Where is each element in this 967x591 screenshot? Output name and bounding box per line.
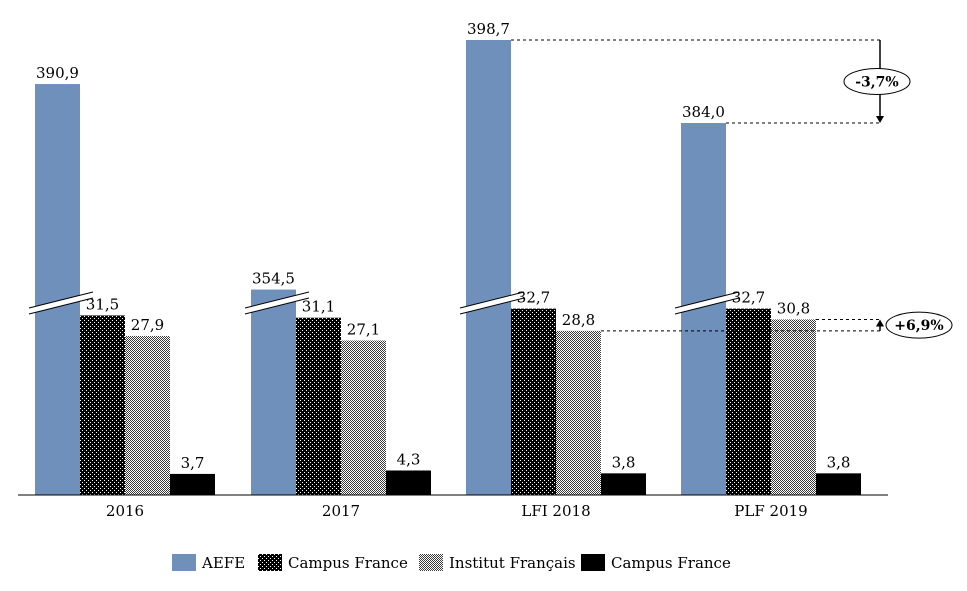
legend-item-campus-france-2: Campus France (258, 554, 408, 572)
legend-swatch (581, 554, 605, 571)
legend-item-institut-fran-ais-3: Institut Français (419, 554, 576, 572)
legend-label: Institut Français (449, 554, 576, 572)
legend-label: Campus France (288, 554, 408, 572)
bar-institut-fran-ais-3-2016 (125, 335, 170, 495)
bar-campus-france-4-2017 (386, 470, 431, 495)
bar-campus-france-2-2016 (80, 315, 125, 495)
bar-campus-france-4-2016 (170, 473, 215, 495)
data-label-aefe-1-2016: 390,9 (36, 64, 79, 82)
axis-break-lfi-2018 (459, 291, 525, 315)
data-label-aefe-1-plf-2019: 384,0 (682, 103, 725, 121)
data-labels-layer: 390,9 31,5 27,9 3,7 354,5 31,1 27,1 4,3 398,7 32,… (36, 20, 850, 472)
axis-break-2017 (244, 291, 310, 315)
annotation-increase: +6,9% (601, 311, 953, 339)
bars-layer (35, 40, 861, 495)
x-tick-labels-layer: 2016 2017 LFI 2018 PLF 2019 (106, 502, 808, 520)
data-label-campus-france-4-plf-2019: 3,8 (827, 453, 851, 471)
data-label-campus-france-2-lfi-2018: 32,7 (517, 289, 550, 307)
data-label-institut-fran-ais-3-2016: 27,9 (131, 316, 164, 334)
x-tick-label-2017: 2017 (322, 502, 360, 520)
legend-swatch (419, 554, 443, 571)
bar-aefe-1-2016 (35, 84, 80, 495)
data-label-aefe-1-2017: 354,5 (252, 270, 295, 288)
annotation-decrease: -3,7% (511, 39, 911, 124)
legend: AEFE Campus France Institut Français Campus… (172, 554, 731, 572)
data-label-campus-france-4-2017: 4,3 (397, 450, 421, 468)
axis-break-plf-2019 (674, 291, 740, 315)
legend-swatch (172, 554, 196, 571)
bar-aefe-1-2017 (251, 289, 296, 495)
legend-swatch (258, 554, 282, 571)
x-tick-label-2016: 2016 (106, 502, 144, 520)
data-label-aefe-1-lfi-2018: 398,7 (467, 20, 510, 38)
legend-item-campus-france-4: Campus France (581, 554, 731, 572)
axis-breaks-layer (28, 291, 740, 315)
data-label-institut-fran-ais-3-plf-2019: 30,8 (777, 299, 810, 317)
annotation-text: -3,7% (855, 75, 898, 91)
data-label-campus-france-2-2016: 31,5 (86, 295, 119, 313)
data-label-campus-france-2-plf-2019: 32,7 (732, 289, 765, 307)
bar-institut-fran-ais-3-plf-2019 (771, 319, 816, 495)
bar-campus-france-4-lfi-2018 (601, 473, 646, 495)
x-tick-label-lfi-2018: LFI 2018 (521, 502, 590, 520)
data-label-institut-fran-ais-3-2017: 27,1 (347, 321, 380, 339)
bar-aefe-1-lfi-2018 (466, 40, 511, 495)
annotation-text: +6,9% (894, 318, 943, 334)
legend-label: Campus France (611, 554, 731, 572)
data-label-campus-france-2-2017: 31,1 (302, 298, 335, 316)
legend-item-aefe-1: AEFE (172, 554, 245, 572)
bar-institut-fran-ais-3-2017 (341, 340, 386, 495)
bar-campus-france-2-lfi-2018 (511, 308, 556, 495)
axis-break-2016 (28, 291, 94, 315)
bar-institut-fran-ais-3-lfi-2018 (556, 330, 601, 495)
bar-campus-france-2-2017 (296, 317, 341, 495)
bar-campus-france-4-plf-2019 (816, 473, 861, 495)
x-tick-label-plf-2019: PLF 2019 (734, 502, 807, 520)
data-label-institut-fran-ais-3-lfi-2018: 28,8 (562, 311, 595, 329)
annotations-layer: -3,7% +6,9% (511, 39, 953, 339)
data-label-campus-france-4-lfi-2018: 3,8 (612, 453, 636, 471)
bar-campus-france-2-plf-2019 (726, 308, 771, 495)
data-label-campus-france-4-2016: 3,7 (181, 454, 205, 472)
legend-label: AEFE (201, 554, 245, 572)
